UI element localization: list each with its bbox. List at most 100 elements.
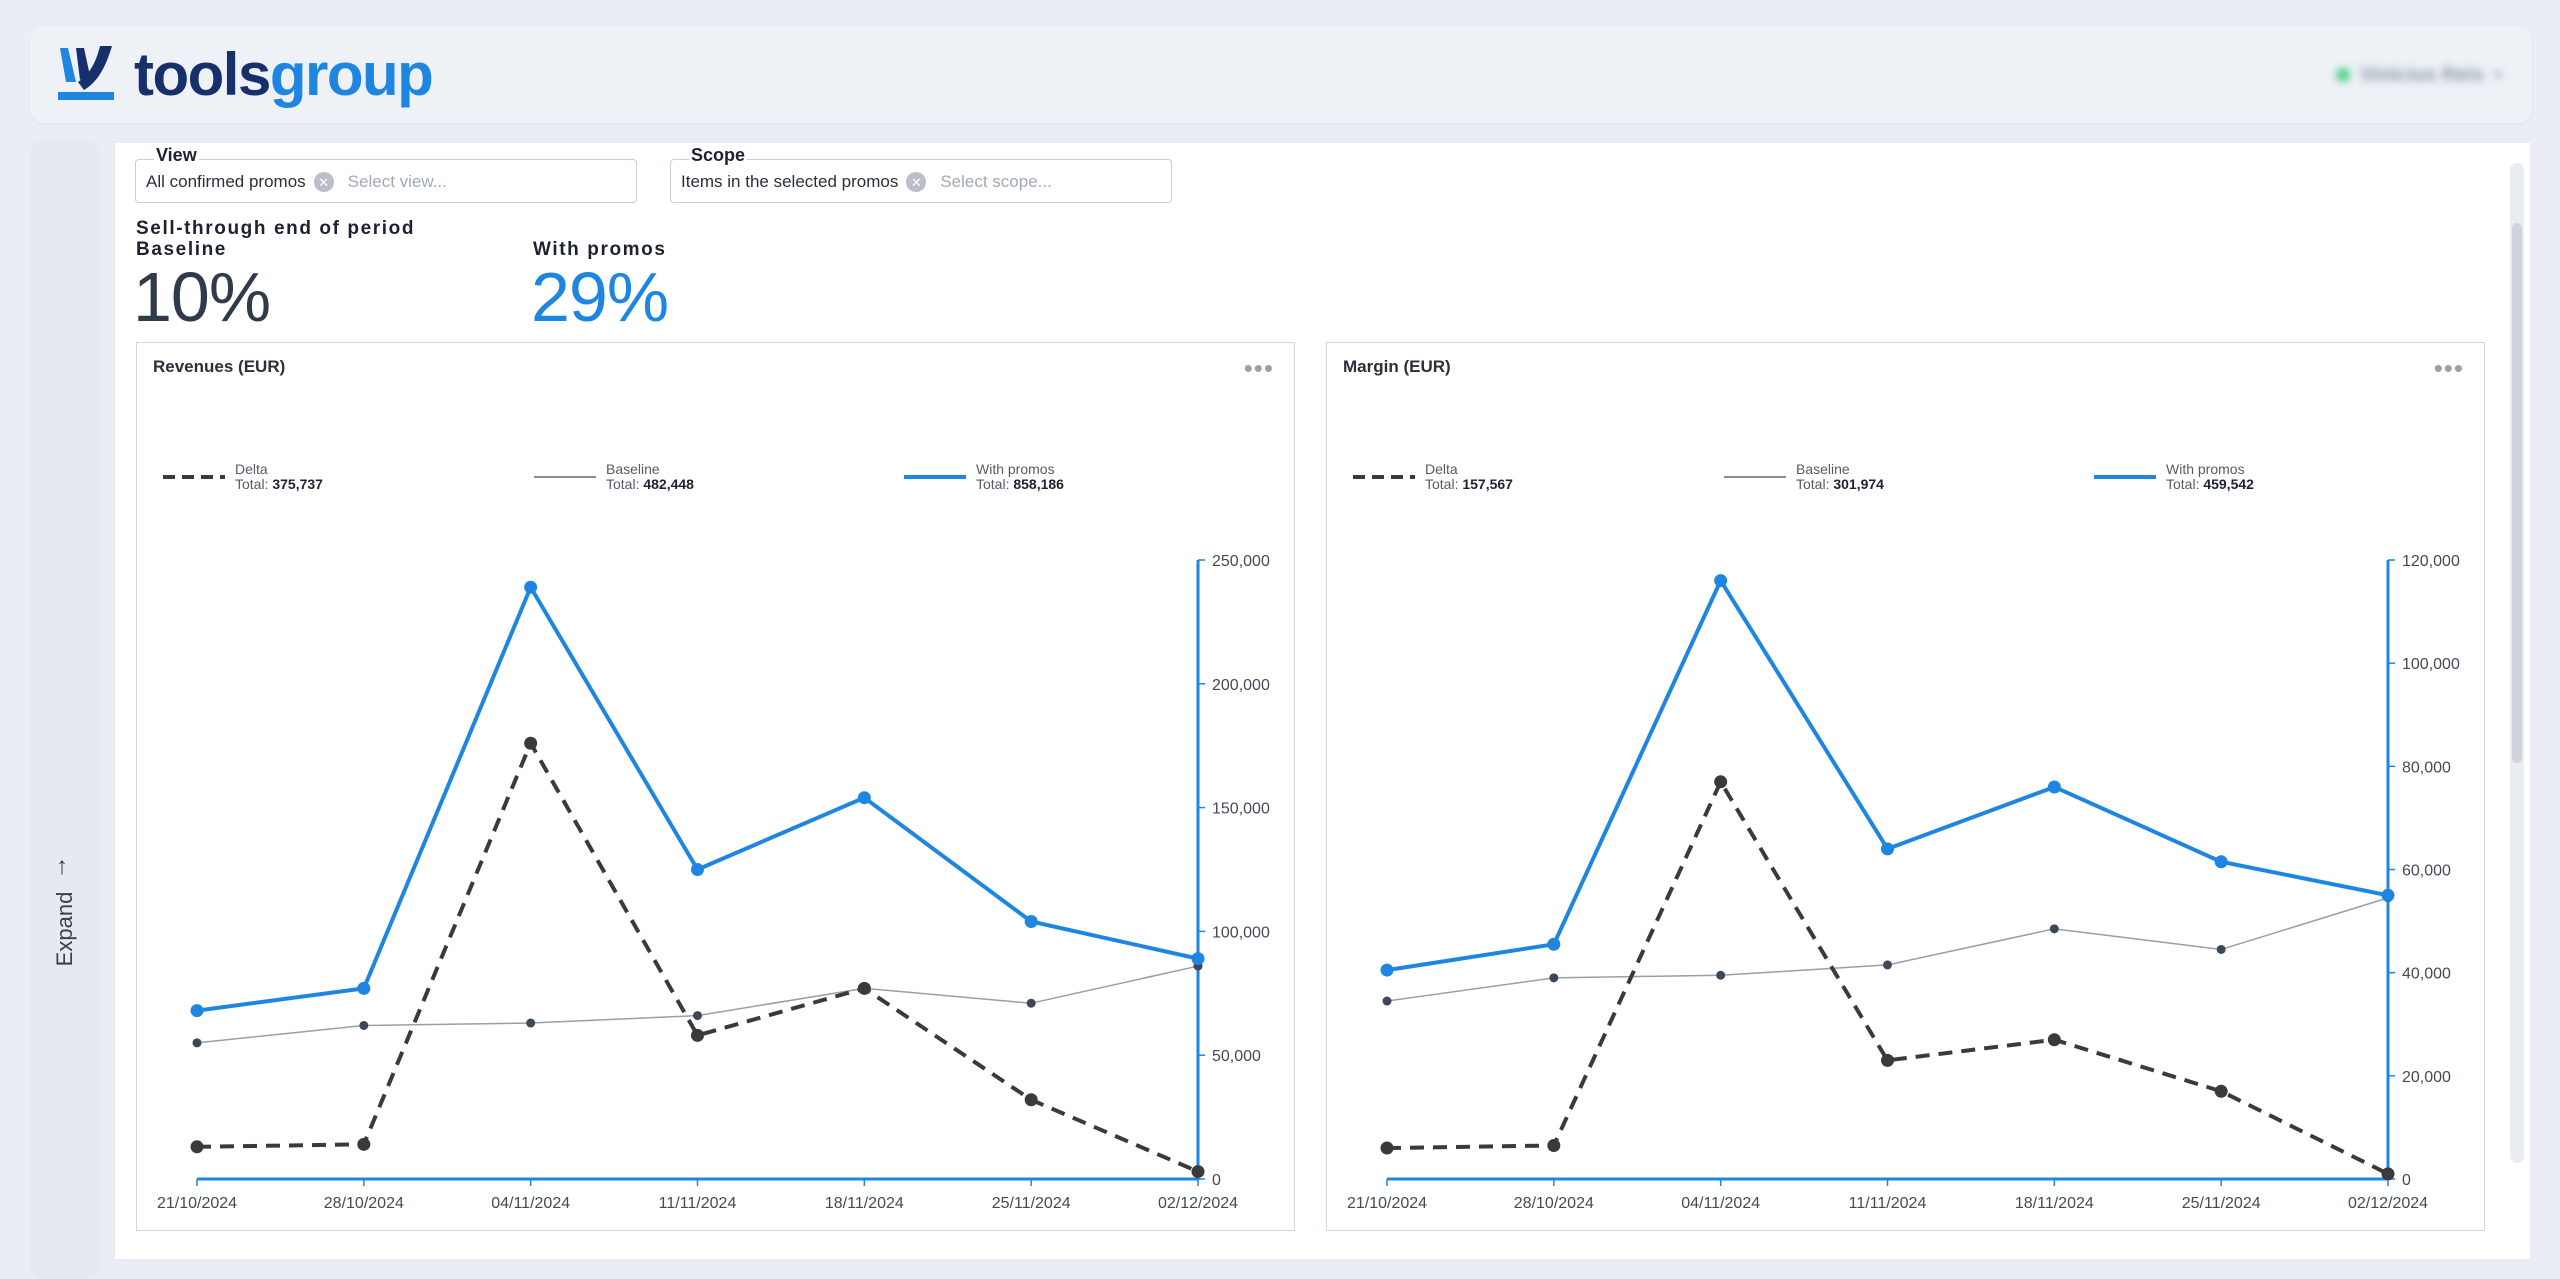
series-line-with-promos bbox=[196, 585, 1199, 1013]
x-tick-label: 11/11/2024 bbox=[1849, 1195, 1927, 1212]
vertical-scrollbar[interactable] bbox=[2510, 163, 2524, 1163]
data-point-with-promos bbox=[1547, 937, 1561, 951]
kpi-baseline-value: 10% bbox=[133, 258, 271, 336]
data-point-baseline bbox=[192, 1038, 202, 1048]
revenues-line-chart: 0 50,000 100,000 150,000 200,000 250,000 21/10… bbox=[157, 553, 1270, 1212]
scope-filter[interactable]: Scope Items in the selected promos ✕ Sel… bbox=[670, 145, 1172, 203]
kpi-promo-label: With promos bbox=[533, 239, 667, 260]
data-point-baseline bbox=[1026, 998, 1036, 1008]
legend-swatch-solid bbox=[2094, 475, 2156, 479]
y-tick-label: 150,000 bbox=[1212, 801, 1270, 818]
scope-search-input[interactable]: Select scope... bbox=[940, 172, 1052, 191]
data-point-with-promos bbox=[524, 580, 538, 594]
legend-label: Baseline bbox=[1796, 461, 1850, 477]
x-tick-label: 02/12/2024 bbox=[2348, 1195, 2428, 1212]
legend-total: Total: 482,448 bbox=[606, 477, 694, 492]
scope-filter-label: Scope bbox=[689, 145, 748, 165]
data-point-baseline bbox=[526, 1018, 536, 1028]
view-chip: All confirmed promos ✕ bbox=[146, 172, 334, 192]
margin-chart-card: Margin (EUR) ••• Delta Total: 157,567 Ba… bbox=[1326, 342, 2485, 1231]
legend-total-prefix: Total: bbox=[1796, 476, 1830, 492]
legend-total-prefix: Total: bbox=[1425, 476, 1459, 492]
logo-text-group: group bbox=[269, 41, 434, 108]
legend-item-baseline[interactable]: Baseline Total: 482,448 bbox=[534, 462, 694, 492]
logo[interactable]: toolsgroup bbox=[54, 41, 434, 108]
expand-button[interactable]: Expand ← bbox=[30, 841, 100, 981]
kpi-baseline-label: Baseline bbox=[136, 239, 227, 260]
data-point-delta bbox=[1881, 1053, 1894, 1067]
data-point-with-promos bbox=[190, 1004, 204, 1018]
legend-total-value: 301,974 bbox=[1833, 476, 1884, 492]
data-point-with-promos bbox=[1881, 842, 1894, 856]
series-line-delta bbox=[196, 741, 1199, 1174]
chart-title: Margin (EUR) bbox=[1343, 357, 1451, 376]
data-point-delta bbox=[190, 1140, 204, 1154]
view-filter[interactable]: View All confirmed promos ✕ Select view.… bbox=[135, 145, 637, 203]
legend-item-delta[interactable]: Delta Total: 157,567 bbox=[1353, 462, 1513, 492]
legend-label: With promos bbox=[976, 461, 1055, 477]
legend-item-with-promos[interactable]: With promos Total: 459,542 bbox=[2094, 462, 2254, 492]
data-point-with-promos bbox=[691, 863, 704, 876]
remove-chip-icon[interactable]: ✕ bbox=[906, 172, 927, 192]
legend-total-value: 858,186 bbox=[1013, 476, 1064, 492]
data-point-with-promos bbox=[2214, 855, 2228, 869]
data-point-delta bbox=[2047, 1033, 2061, 1047]
legend-swatch-dashed bbox=[163, 475, 225, 479]
legend-total: Total: 301,974 bbox=[1796, 477, 1884, 492]
legend-item-delta[interactable]: Delta Total: 375,737 bbox=[163, 462, 323, 492]
data-point-with-promos bbox=[857, 791, 871, 805]
legend-label: With promos bbox=[2166, 461, 2245, 477]
data-point-delta bbox=[691, 1028, 704, 1042]
x-tick-label: 25/11/2024 bbox=[2182, 1195, 2261, 1212]
toolsgroup-logo-mark-icon bbox=[58, 46, 114, 100]
scrollbar-thumb[interactable] bbox=[2512, 223, 2522, 763]
view-search-input[interactable]: Select view... bbox=[347, 172, 447, 191]
legend-total-prefix: Total: bbox=[976, 476, 1010, 492]
data-point-delta bbox=[357, 1137, 371, 1151]
legend-total: Total: 375,737 bbox=[235, 477, 323, 492]
y-tick-label: 60,000 bbox=[2402, 863, 2451, 880]
legend-total-value: 375,737 bbox=[272, 476, 323, 492]
arrow-right-icon: ← bbox=[52, 855, 79, 880]
x-tick-label: 04/11/2024 bbox=[1681, 1195, 1760, 1212]
y-tick-label: 120,000 bbox=[2402, 553, 2460, 570]
legend-item-with-promos[interactable]: With promos Total: 858,186 bbox=[904, 462, 1064, 492]
legend-swatch-solid bbox=[904, 475, 966, 479]
data-point-delta bbox=[524, 736, 538, 750]
y-tick-label: 100,000 bbox=[1212, 924, 1270, 941]
x-tick-label: 28/10/2024 bbox=[1514, 1195, 1594, 1212]
data-point-with-promos bbox=[1024, 914, 1038, 928]
legend-total: Total: 459,542 bbox=[2166, 477, 2254, 492]
x-tick-label: 21/10/2024 bbox=[1347, 1195, 1427, 1212]
dashboard-panel: View All confirmed promos ✕ Select view.… bbox=[115, 143, 2530, 1259]
user-menu[interactable]: Vinicius Reis ▾ bbox=[2335, 62, 2502, 88]
legend-total-value: 157,567 bbox=[1462, 476, 1513, 492]
data-point-delta bbox=[1714, 775, 1728, 789]
margin-line-chart: 0 20,000 40,000 60,000 80,000 100,000 120,000 2… bbox=[1347, 553, 2460, 1212]
view-filter-label: View bbox=[154, 145, 199, 165]
legend-label: Delta bbox=[1425, 461, 1458, 477]
view-chip-label: All confirmed promos bbox=[146, 172, 306, 191]
legend-total-prefix: Total: bbox=[2166, 476, 2200, 492]
y-tick-label: 250,000 bbox=[1212, 553, 1270, 570]
expand-label: Expand bbox=[52, 891, 77, 967]
top-bar: toolsgroup Vinicius Reis ▾ bbox=[30, 26, 2532, 123]
legend-item-baseline[interactable]: Baseline Total: 301,974 bbox=[1724, 462, 1884, 492]
data-point-with-promos bbox=[1714, 574, 1728, 588]
remove-chip-icon[interactable]: ✕ bbox=[313, 172, 334, 192]
y-tick-label: 0 bbox=[2402, 1172, 2411, 1189]
x-tick-label: 11/11/2024 bbox=[659, 1195, 737, 1212]
legend-total: Total: 858,186 bbox=[976, 477, 1064, 492]
x-tick-label: 18/11/2024 bbox=[2015, 1195, 2094, 1212]
data-point-delta bbox=[2214, 1084, 2228, 1098]
y-tick-label: 50,000 bbox=[1212, 1048, 1261, 1065]
legend-swatch-thin bbox=[1724, 476, 1786, 478]
data-point-baseline bbox=[1883, 960, 1892, 970]
kpi-promo-value: 29% bbox=[531, 258, 669, 336]
legend-label: Delta bbox=[235, 461, 268, 477]
y-tick-label: 0 bbox=[1212, 1172, 1221, 1189]
x-tick-label: 02/12/2024 bbox=[1158, 1195, 1238, 1212]
y-tick-label: 80,000 bbox=[2402, 759, 2451, 776]
logo-text-tools: tools bbox=[134, 41, 271, 108]
data-point-delta bbox=[2381, 1167, 2395, 1181]
